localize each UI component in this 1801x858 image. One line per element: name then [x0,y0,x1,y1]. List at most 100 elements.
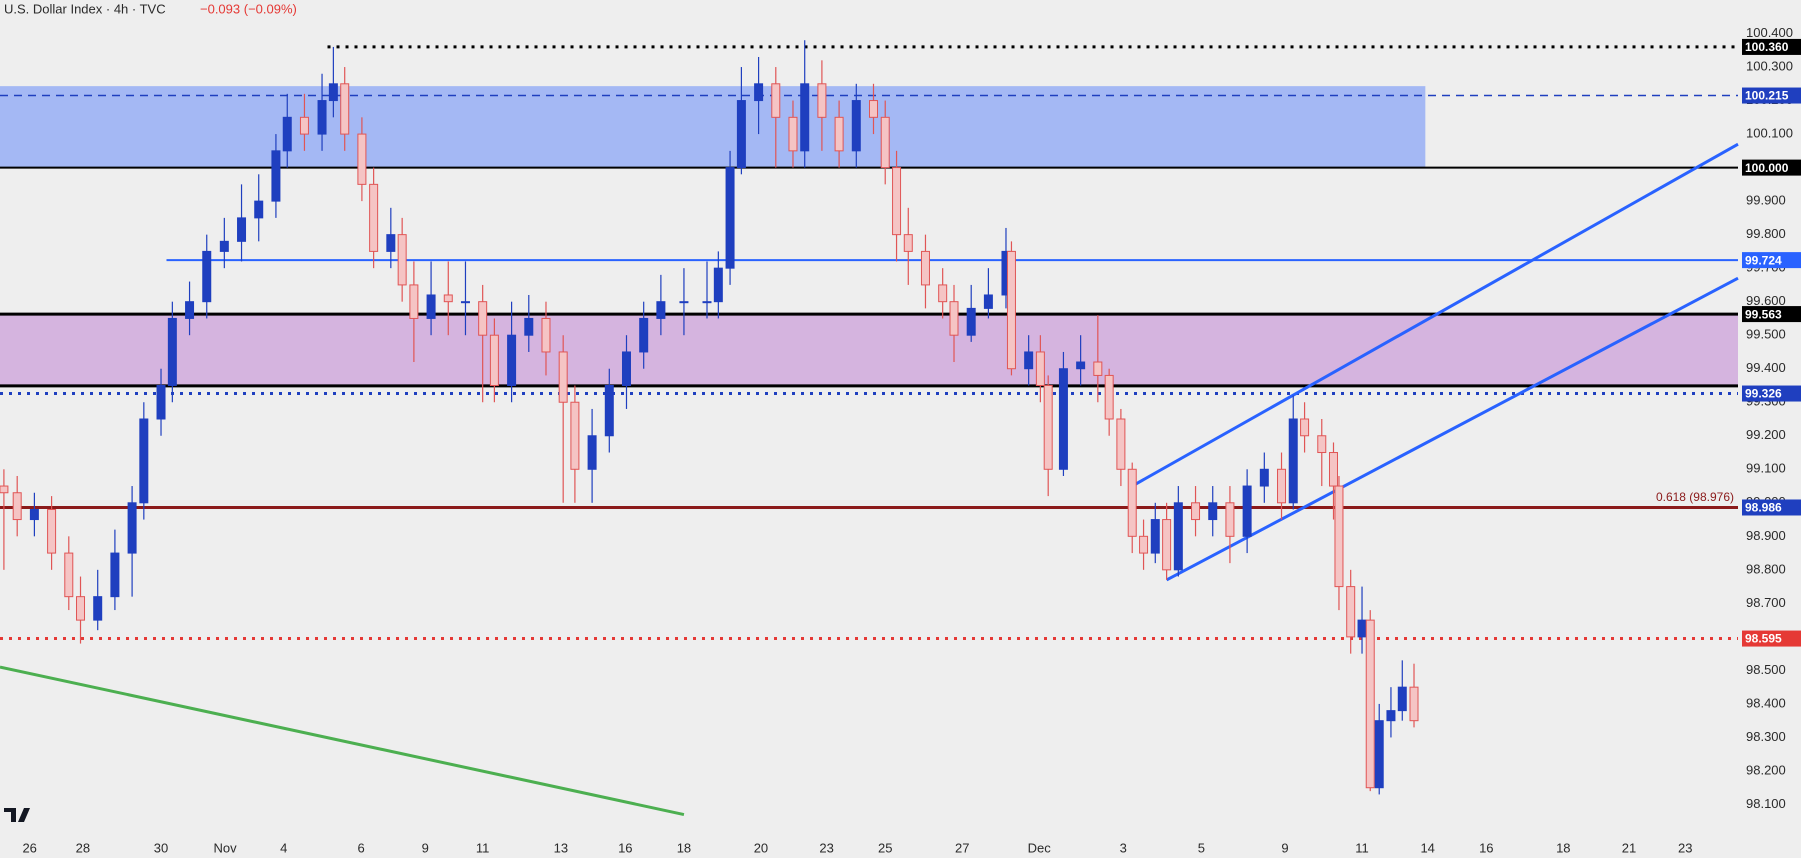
y-tick-label: 99.400 [1746,360,1786,375]
candle-body [1365,619,1375,789]
y-tick-label: 98.400 [1746,695,1786,710]
candle-body [254,200,264,219]
candle-body [541,317,551,353]
x-tick-label: 11 [476,840,490,855]
candle-body [903,234,913,252]
candle-body [1162,519,1172,571]
x-tick-label: 13 [554,840,568,855]
candle-body [185,301,195,319]
candle-body [1035,351,1045,386]
candle-body [29,509,39,521]
candle-body [1173,502,1183,571]
candle-body [443,294,453,303]
candle-body [460,301,470,304]
logo [4,808,30,822]
candle-body [1334,485,1344,588]
candle-body [800,83,810,152]
candle-body [1139,535,1149,554]
candle-body [1024,351,1034,370]
x-tick-label: 5 [1198,840,1205,855]
candle-body [604,384,614,437]
candle-body [478,301,488,336]
candle-body [621,351,631,386]
candle-body [1277,468,1287,504]
candle-body [639,317,649,353]
candle-body [0,485,9,494]
y-tick-label: 99.900 [1746,193,1786,208]
y-tick-label: 98.800 [1746,561,1786,576]
candle-body [656,301,666,319]
candle-body [1104,374,1114,420]
candle-body [1259,468,1269,487]
candle-body [713,267,723,303]
level-label: 99.563 [1745,307,1782,321]
y-tick-label: 99.800 [1746,226,1786,241]
candle-body [892,167,902,236]
y-tick-label: 100.300 [1746,58,1793,73]
candle-body [426,294,436,319]
x-tick-label: 27 [955,840,969,855]
candle-body [1093,361,1103,376]
candle-body [1317,435,1327,454]
candle-body [386,234,396,252]
candle-body [110,552,120,598]
candle-body [282,116,292,152]
x-tick-label: 11 [1355,840,1369,855]
candle-body [1225,502,1235,537]
x-tick-label: 28 [76,840,90,855]
candle-body [76,596,86,621]
candle-body [524,317,534,336]
level-label: 99.724 [1745,253,1782,267]
candle-body [1288,418,1298,504]
candle-body [1150,519,1160,554]
candle-body [64,552,74,598]
y-tick-label: 98.100 [1746,796,1786,811]
zone [0,314,1738,386]
candle-body [271,150,281,202]
candle-body [507,334,517,386]
trendline [1165,276,1739,582]
y-tick-label: 98.500 [1746,662,1786,677]
x-tick-label: Dec [1028,840,1052,855]
x-tick-label: 14 [1420,840,1434,855]
chart-title: U.S. Dollar Index · 4h · TVC [4,1,166,16]
y-tick-label: 98.300 [1746,729,1786,744]
x-tick-label: 16 [618,840,632,855]
candle-body [1409,686,1419,722]
candle-body [702,301,712,304]
level-label-box [1742,499,1801,516]
y-tick-label: 99.500 [1746,327,1786,342]
x-tick-label: 26 [22,840,36,855]
candle-body [754,83,764,102]
level-label-box [1742,38,1801,55]
candle-body [570,401,580,470]
plot-area [0,40,1739,817]
chart-change: −0.093 (−0.09%) [200,1,297,16]
candle-body [340,83,350,135]
candle-body [12,492,22,521]
x-tick-label: 6 [358,840,365,855]
x-tick-label: 30 [154,840,168,855]
candle-body [725,167,735,269]
candle-body [1346,586,1356,638]
candle-body [679,301,689,304]
level-label: 98.986 [1745,501,1782,515]
y-tick-label: 99.100 [1746,461,1786,476]
level-label: 99.326 [1745,387,1782,401]
x-tick-label: 23 [1678,840,1692,855]
candle-body [771,83,781,118]
x-tick-label: 3 [1120,840,1127,855]
candle-body [328,83,338,102]
x-tick-label: 20 [754,840,768,855]
candle-body [1300,418,1310,437]
candle-body [1397,686,1407,712]
candle-body [156,384,166,420]
fib-annotation: 0.618 (98.976) [1656,490,1734,504]
candle-body [1006,250,1016,370]
candle-body [1208,502,1218,521]
candle-body [202,250,212,303]
trendline [0,665,685,817]
candle-body [219,240,229,252]
candle-body [920,250,930,286]
